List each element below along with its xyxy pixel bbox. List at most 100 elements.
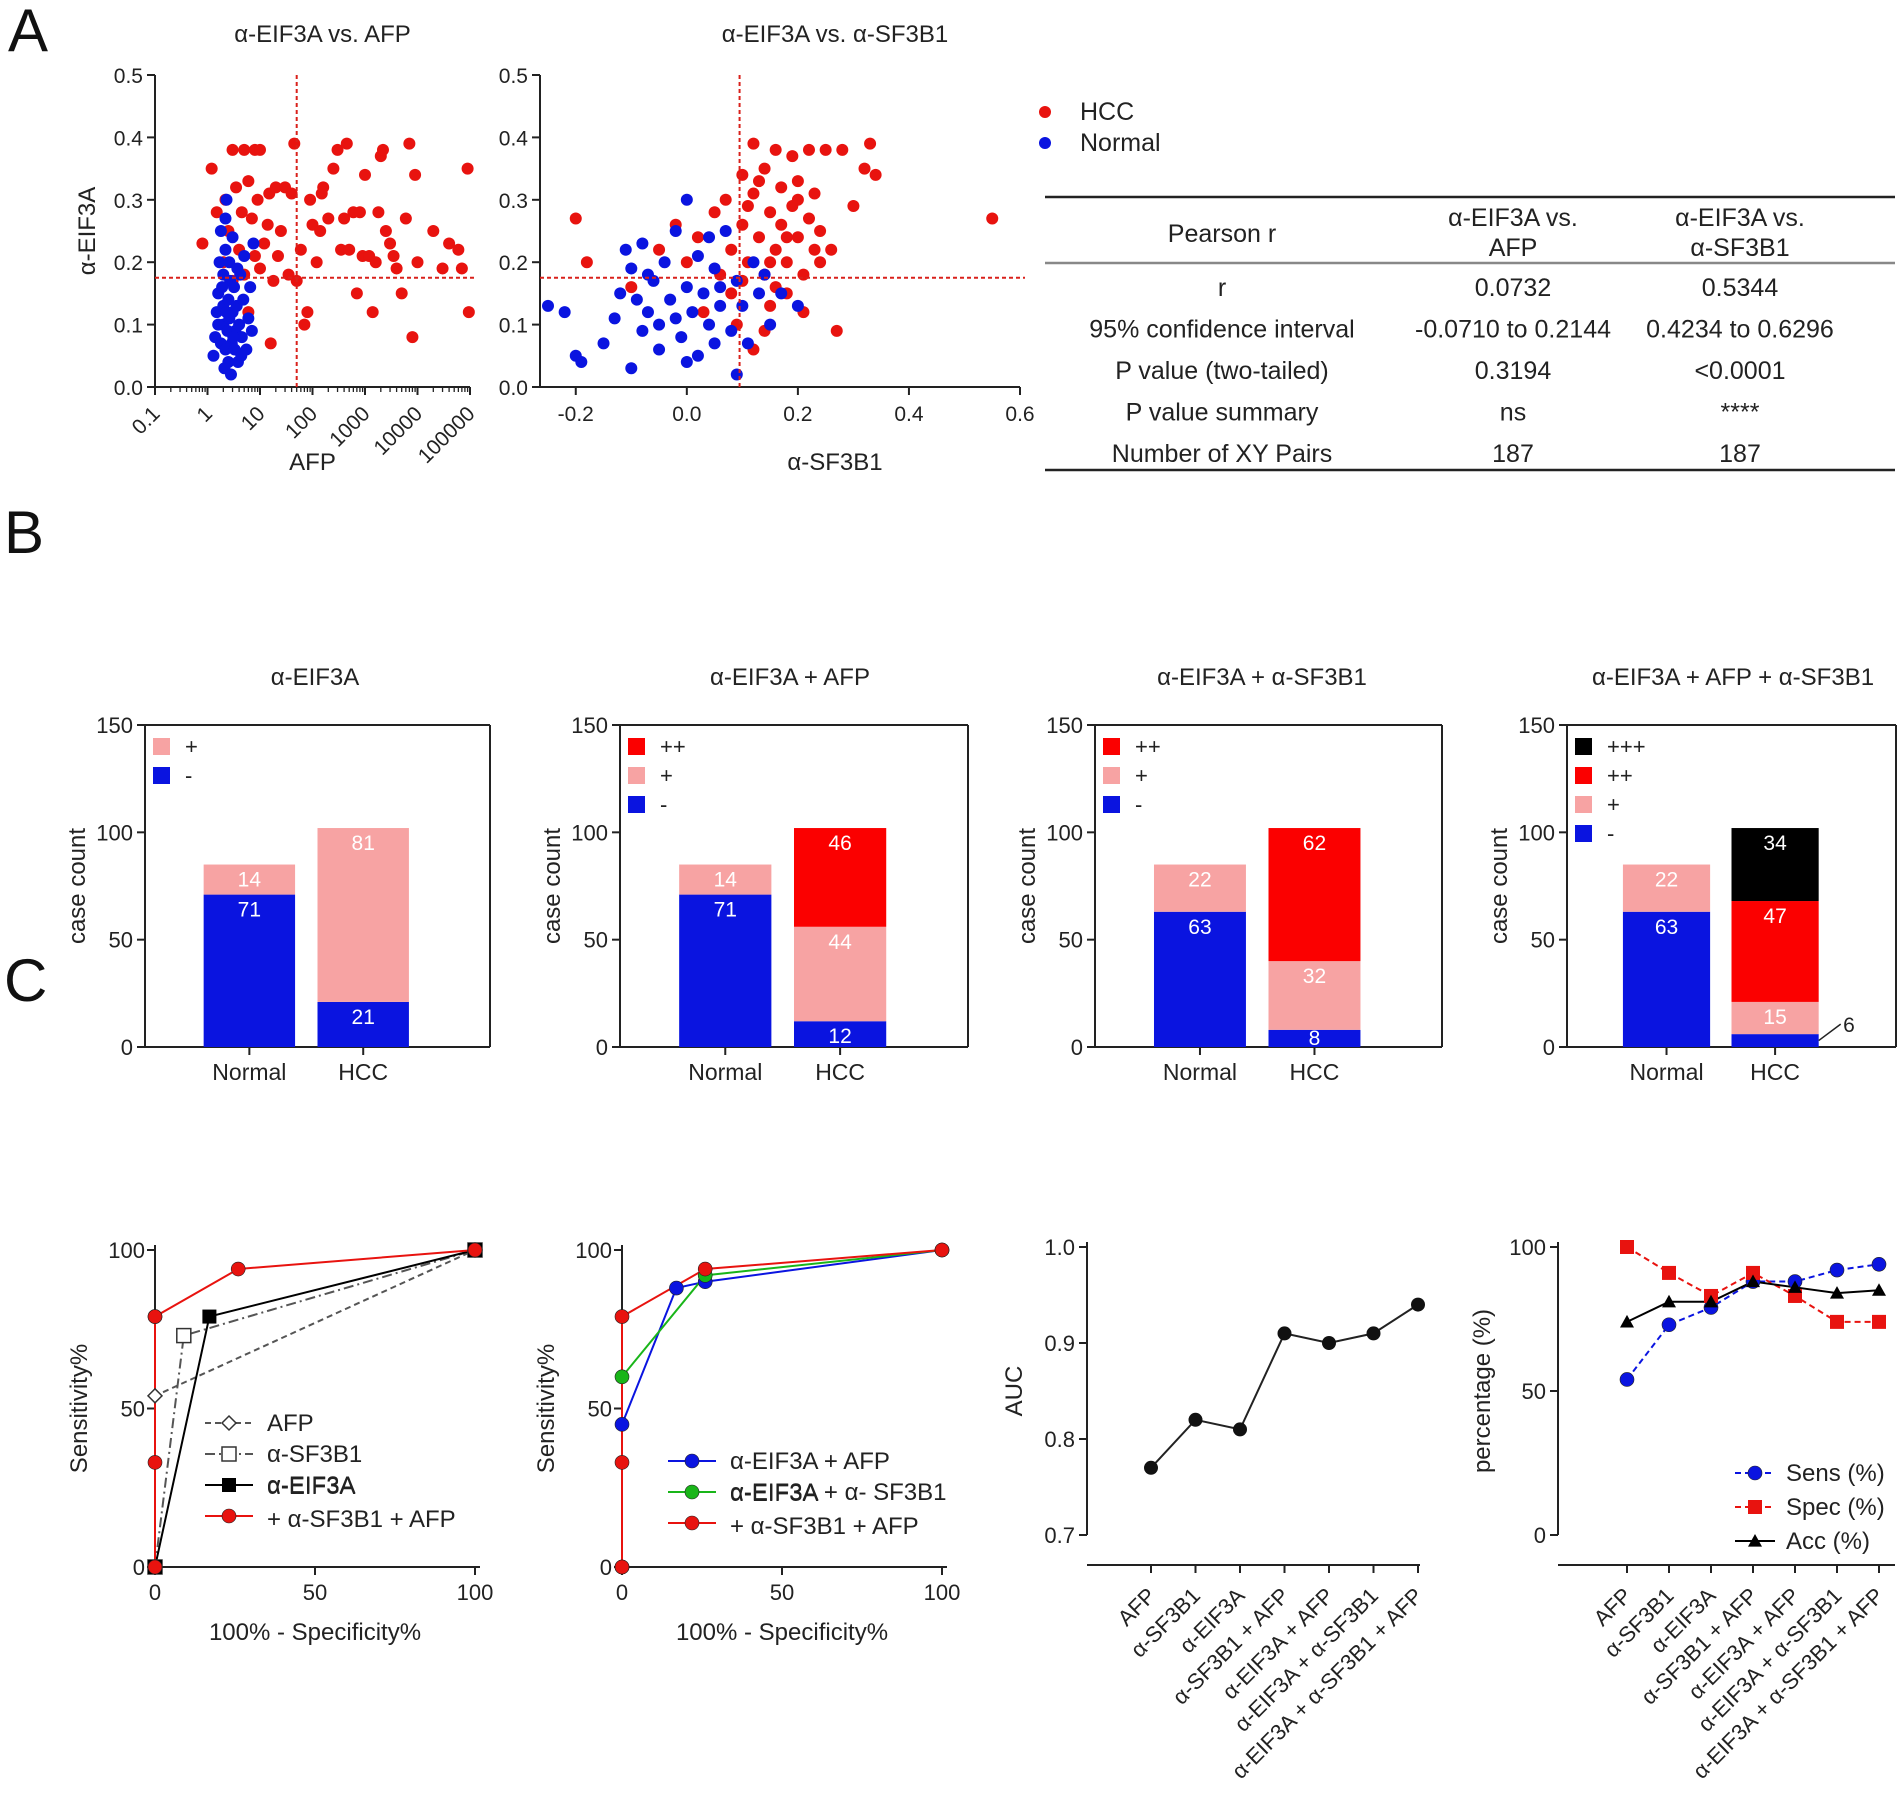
y-tick-label: 100 xyxy=(108,1238,145,1263)
scatter-point xyxy=(452,243,465,256)
scatter-point xyxy=(227,331,240,344)
scatter-point xyxy=(653,343,666,356)
x-tick-label: HCC xyxy=(1290,1059,1340,1085)
data-point xyxy=(697,1261,713,1277)
scatter-point xyxy=(669,312,682,325)
scatter-point xyxy=(366,306,379,319)
scatter-point xyxy=(245,212,258,225)
legend-label: α-SF3B1 xyxy=(267,1441,362,1468)
bar-segment xyxy=(1731,1034,1819,1047)
x-axis-label: 100% - Specificity% xyxy=(676,1619,888,1646)
scatter-point xyxy=(288,137,301,150)
scatter-point xyxy=(597,337,610,350)
chart-title: α-EIF3A xyxy=(271,664,360,691)
legend-label: ++ xyxy=(1607,763,1633,788)
scatter-point xyxy=(264,337,277,350)
table-cell: <0.0001 xyxy=(1694,357,1785,385)
scatter-point xyxy=(730,274,743,287)
scatter-point xyxy=(791,175,804,188)
scatter-point xyxy=(372,206,385,219)
scatter-point xyxy=(753,175,766,188)
data-label: 15 xyxy=(1763,1006,1786,1029)
data-point xyxy=(1662,1294,1676,1308)
legend-marker xyxy=(221,1508,237,1524)
x-tick-label: 0.4 xyxy=(894,403,924,426)
scatter-point xyxy=(691,349,704,362)
scatter-point xyxy=(343,243,356,256)
bar-segment xyxy=(203,894,296,1047)
scatter-point xyxy=(741,337,754,350)
data-point xyxy=(669,1280,684,1296)
legend-label: ++ xyxy=(1135,734,1161,759)
scatter-point xyxy=(769,143,782,156)
bar-segment xyxy=(1731,828,1819,902)
scatter-point xyxy=(780,256,793,269)
table-cell: ns xyxy=(1500,399,1526,427)
data-label: 81 xyxy=(352,832,375,855)
scatter-point xyxy=(753,231,766,244)
bar-segment xyxy=(1731,901,1819,1002)
y-tick-label: 100 xyxy=(96,820,133,845)
y-tick-label: 0.3 xyxy=(114,190,143,213)
scatter-point xyxy=(317,181,330,194)
x-tick-label: 100000 xyxy=(414,402,480,468)
legend-label: AFP xyxy=(267,1410,314,1437)
y-tick-label: 100 xyxy=(571,820,608,845)
data-label: 63 xyxy=(1655,916,1678,939)
data-point xyxy=(147,1559,163,1575)
scatter-point xyxy=(251,193,264,206)
y-tick-label: 50 xyxy=(584,928,608,953)
scatter-point xyxy=(196,237,209,250)
scatter-point xyxy=(680,281,693,294)
legend-swatch xyxy=(1103,796,1120,813)
scatter-point xyxy=(680,356,693,369)
data-point xyxy=(614,1455,630,1470)
scatter-point xyxy=(213,256,226,269)
scatter-point xyxy=(294,243,307,256)
y-axis-label: case count xyxy=(1486,828,1513,944)
scatter-point xyxy=(214,225,227,237)
data-point xyxy=(1830,1286,1844,1299)
scatter-point xyxy=(569,212,582,225)
y-axis-label: Sensitivity% xyxy=(533,1344,560,1473)
scatter-point xyxy=(310,256,323,269)
data-point xyxy=(1662,1265,1676,1280)
y-tick-label: 0.2 xyxy=(114,252,143,275)
legend-marker xyxy=(1039,106,1051,118)
y-tick-label: 150 xyxy=(1518,713,1555,738)
scatter-point xyxy=(580,256,593,269)
scatter-point xyxy=(436,262,449,275)
scatter-point xyxy=(703,318,716,331)
scatter-point xyxy=(625,262,638,275)
data-point xyxy=(1788,1280,1802,1293)
scatter-point xyxy=(224,368,237,381)
scatter-point xyxy=(636,237,649,250)
scatter-point xyxy=(808,243,821,256)
y-tick-label: 0 xyxy=(121,1035,133,1060)
scatter-point xyxy=(322,212,335,225)
y-tick-label: 1.0 xyxy=(1044,1235,1075,1260)
data-point xyxy=(1233,1422,1247,1437)
scatter-point xyxy=(462,306,475,319)
data-label: 6 xyxy=(1843,1014,1855,1037)
y-tick-label: 150 xyxy=(571,713,608,738)
scatter-point xyxy=(725,243,738,256)
chart-title: α-EIF3A + α-SF3B1 xyxy=(1157,664,1367,691)
legend-swatch xyxy=(1103,738,1120,755)
scatter-point xyxy=(691,249,704,262)
data-label: 34 xyxy=(1763,832,1787,855)
x-tick-label: 0 xyxy=(616,1580,628,1605)
scatter-point xyxy=(653,243,666,256)
scatter-point xyxy=(427,225,440,237)
data-label: 32 xyxy=(1303,965,1326,988)
chart-title: α-EIF3A vs. α-SF3B1 xyxy=(722,21,948,48)
x-tick-label: 0 xyxy=(149,1580,161,1605)
legend-label: α-EIF3A + α- SF3B1 xyxy=(730,1479,947,1506)
table-cell: 187 xyxy=(1719,440,1761,468)
scatter-point xyxy=(708,206,721,219)
scatter-point xyxy=(301,306,314,319)
scatter-point xyxy=(680,256,693,269)
scatter-point xyxy=(359,168,371,181)
table-row-label: 95% confidence interval xyxy=(1089,316,1354,344)
